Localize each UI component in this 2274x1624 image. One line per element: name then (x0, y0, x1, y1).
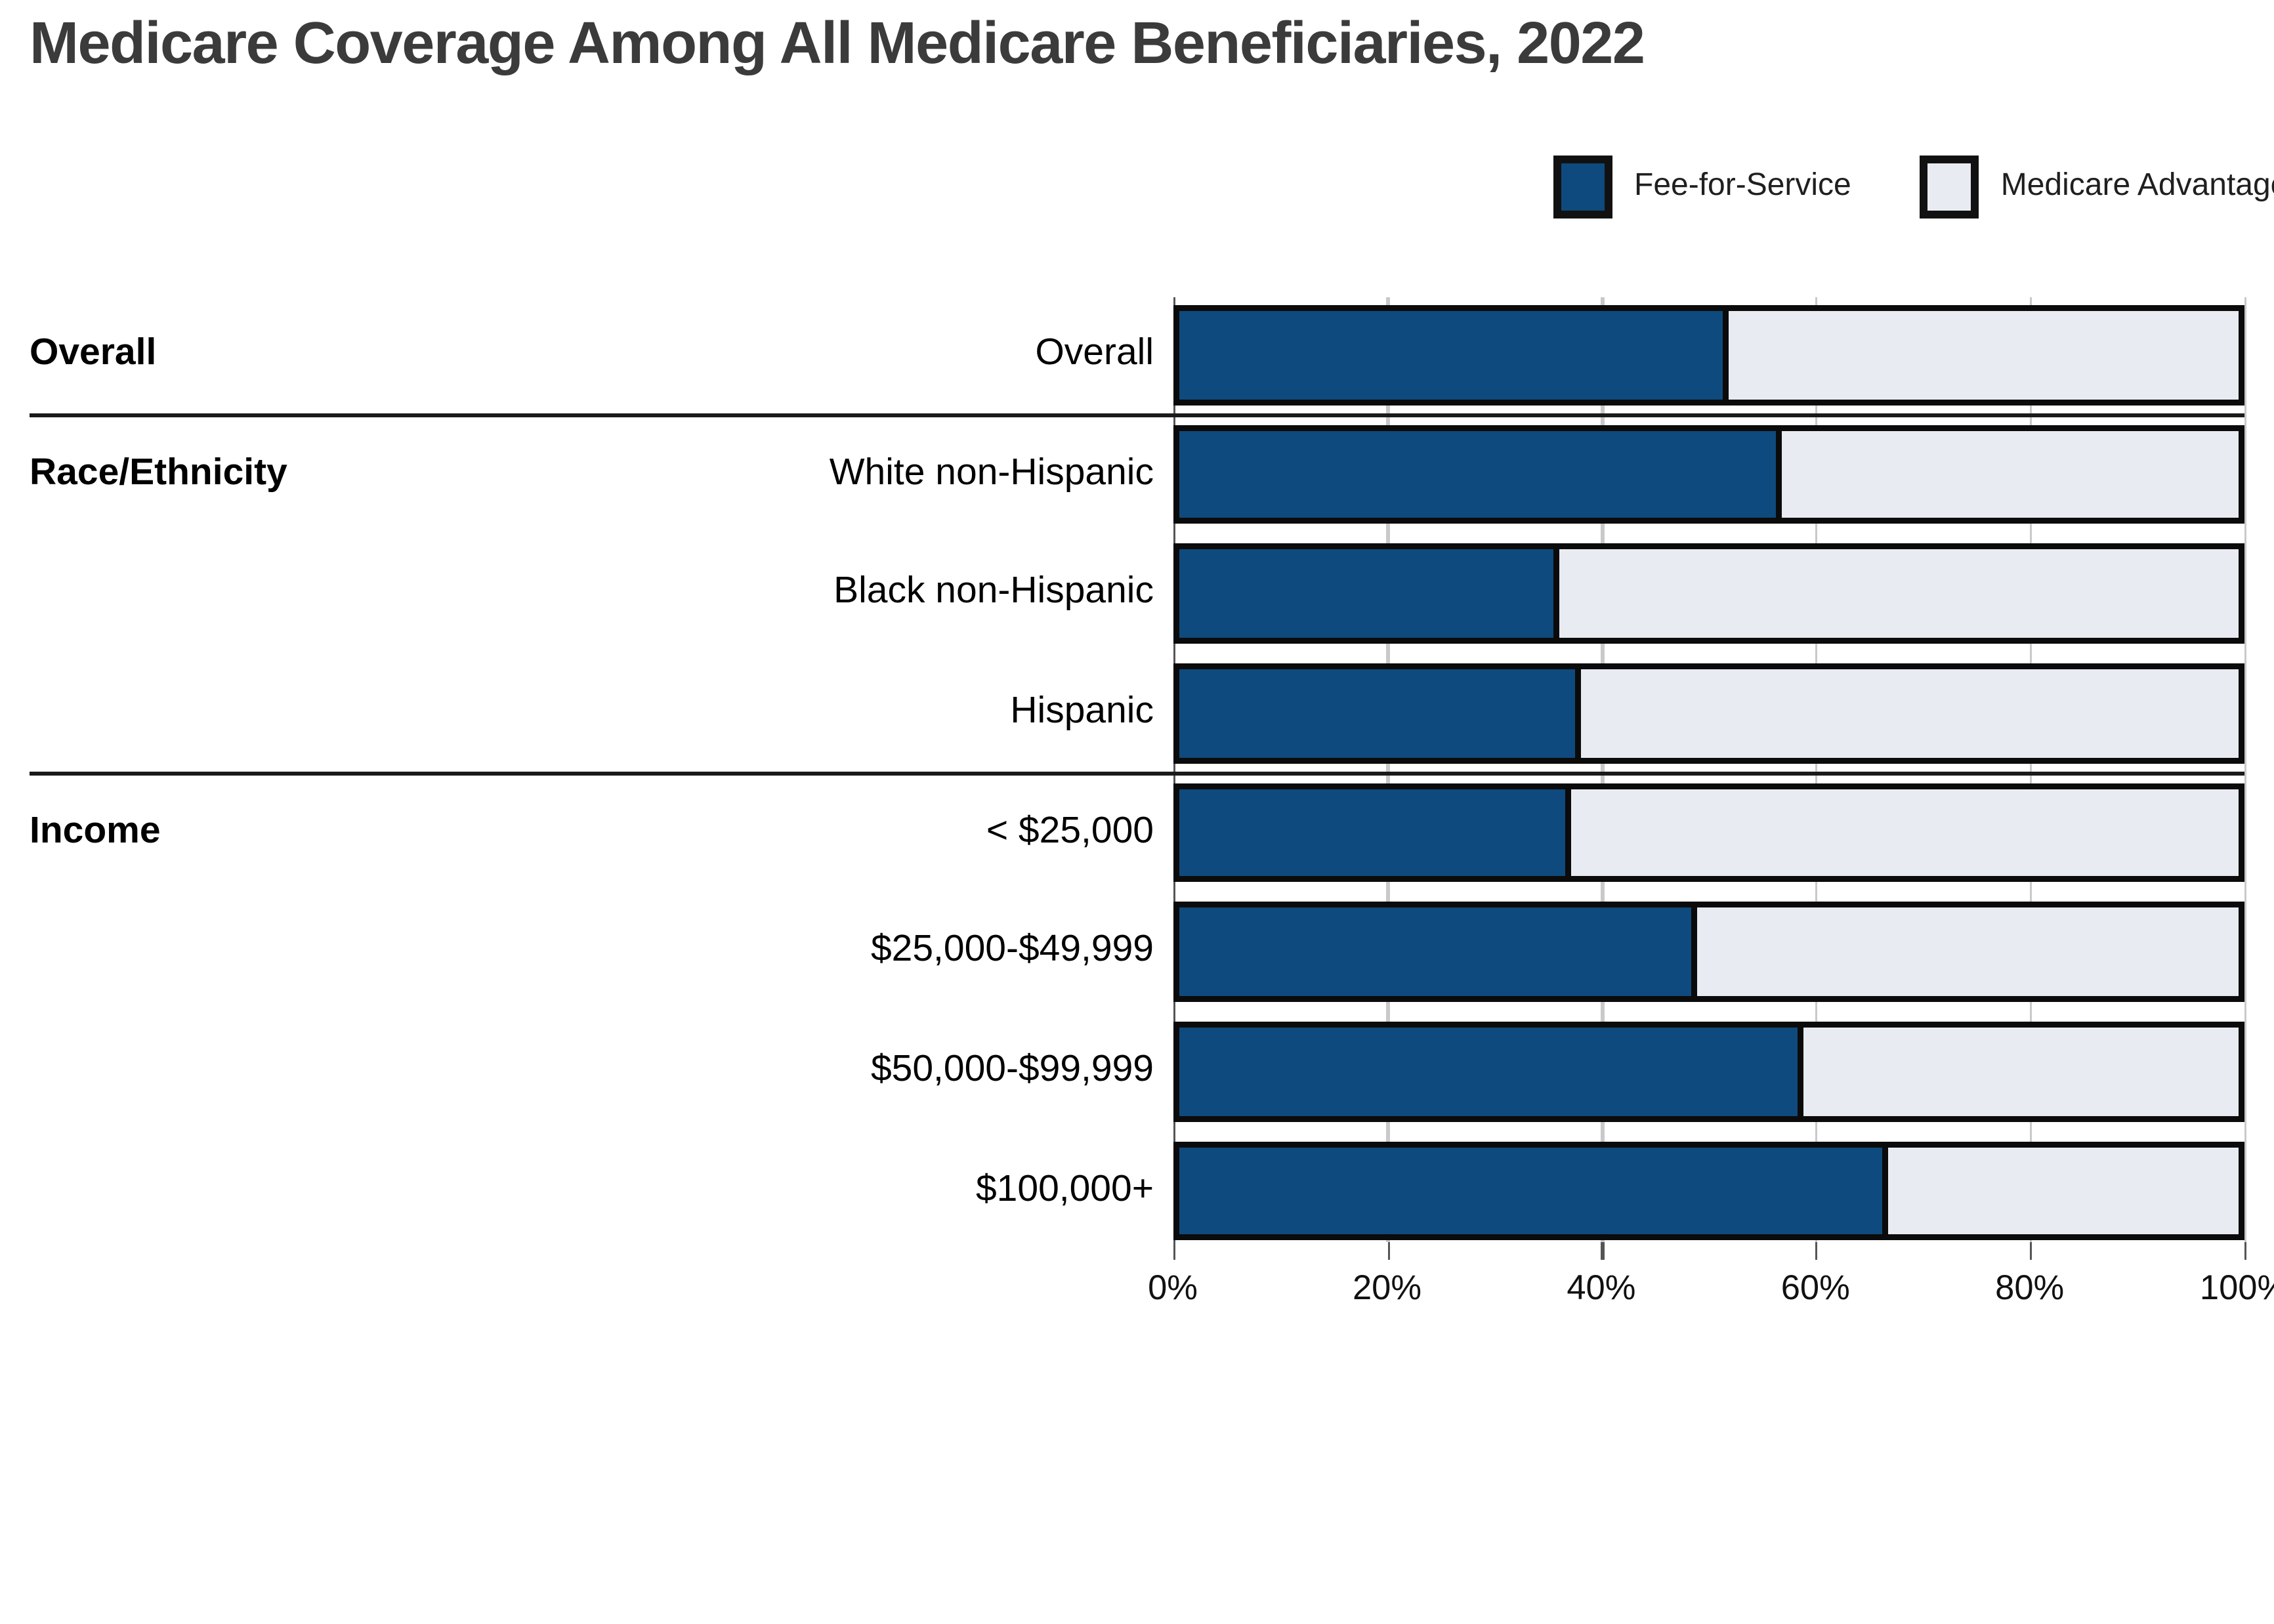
bar-row (1173, 424, 2244, 525)
medicare-advantage-segment (1888, 1147, 2239, 1236)
legend-label: Fee-for-Service (1634, 169, 1851, 203)
medicare-advantage-segment (1581, 669, 2239, 758)
x-axis-tick-100 (2244, 1242, 2247, 1260)
plot-area (1173, 297, 2247, 1260)
bar-row (1173, 663, 2244, 764)
x-axis-tick-80 (2029, 1242, 2032, 1260)
fee-for-service-swatch-icon (1553, 156, 1612, 219)
bar-row (1173, 1022, 2244, 1122)
legend-item-medicare-advantage: Medicare Advantage (1920, 156, 2274, 219)
row-label: $100,000+ (975, 1169, 1154, 1211)
row-label: $50,000-$99,999 (870, 1049, 1154, 1091)
medicare-advantage-swatch-icon (1920, 156, 1979, 219)
section-separator (30, 413, 2244, 417)
gridline-40 (1601, 297, 1605, 1243)
medicare-advantage-segment (1782, 430, 2239, 519)
fee-for-service-segment (1179, 430, 1783, 519)
row-label: White non-Hispanic (829, 451, 1154, 493)
x-axis-tick-label: 60% (1780, 1268, 1850, 1307)
fee-for-service-segment (1179, 669, 1582, 758)
medicare-advantage-segment (1729, 311, 2239, 400)
bar-row (1173, 305, 2244, 406)
x-axis-tick-label: 80% (1995, 1268, 2065, 1307)
x-axis-tick-0 (1173, 1242, 1176, 1260)
row-label: $25,000-$49,999 (870, 930, 1154, 972)
legend-label: Medicare Advantage (2000, 169, 2274, 203)
fee-for-service-segment (1179, 789, 1571, 877)
x-axis-tick-label: 40% (1567, 1268, 1636, 1307)
row-label: Hispanic (1010, 691, 1154, 732)
x-axis-tick-label: 20% (1352, 1268, 1422, 1307)
medicare-advantage-segment (1697, 908, 2239, 997)
group-header-overall: Overall (30, 333, 157, 374)
x-axis-tick-40 (1601, 1242, 1605, 1260)
bar-row (1173, 783, 2244, 883)
fee-for-service-segment (1179, 311, 1730, 400)
gridline-80 (2029, 297, 2032, 1243)
row-label: Overall (1035, 333, 1154, 374)
x-axis-tick-label: 100% (2199, 1268, 2274, 1307)
gridline-20 (1387, 297, 1390, 1243)
group-header-race-ethnicity: Race/Ethnicity (30, 451, 287, 493)
bar-row (1173, 902, 2244, 1003)
fee-for-service-segment (1179, 908, 1698, 997)
medicare-advantage-segment (1560, 549, 2239, 638)
row-label: Black non-Hispanic (833, 571, 1154, 613)
medicare-advantage-segment (1803, 1028, 2239, 1116)
fee-for-service-segment (1179, 1147, 1889, 1236)
x-axis-tick-60 (1815, 1242, 1819, 1260)
x-axis-tick-label: 0% (1148, 1268, 1198, 1307)
chart-title: Medicare Coverage Among All Medicare Ben… (30, 12, 1645, 77)
legend: Fee-for-Service Medicare Advantage (1553, 154, 2274, 220)
row-label: < $25,000 (986, 810, 1154, 852)
bar-row (1173, 1141, 2244, 1241)
gridline-100 (2244, 297, 2247, 1243)
bar-row (1173, 543, 2244, 644)
fee-for-service-segment (1179, 1028, 1804, 1116)
legend-item-fee-for-service: Fee-for-Service (1553, 156, 1851, 219)
x-axis-tick-20 (1387, 1242, 1390, 1260)
medicare-advantage-segment (1570, 789, 2239, 877)
group-header-income: Income (30, 810, 161, 852)
fee-for-service-segment (1179, 549, 1561, 638)
gridline-60 (1815, 297, 1819, 1243)
y-axis-line (1173, 297, 1176, 1260)
section-separator (30, 771, 2244, 776)
